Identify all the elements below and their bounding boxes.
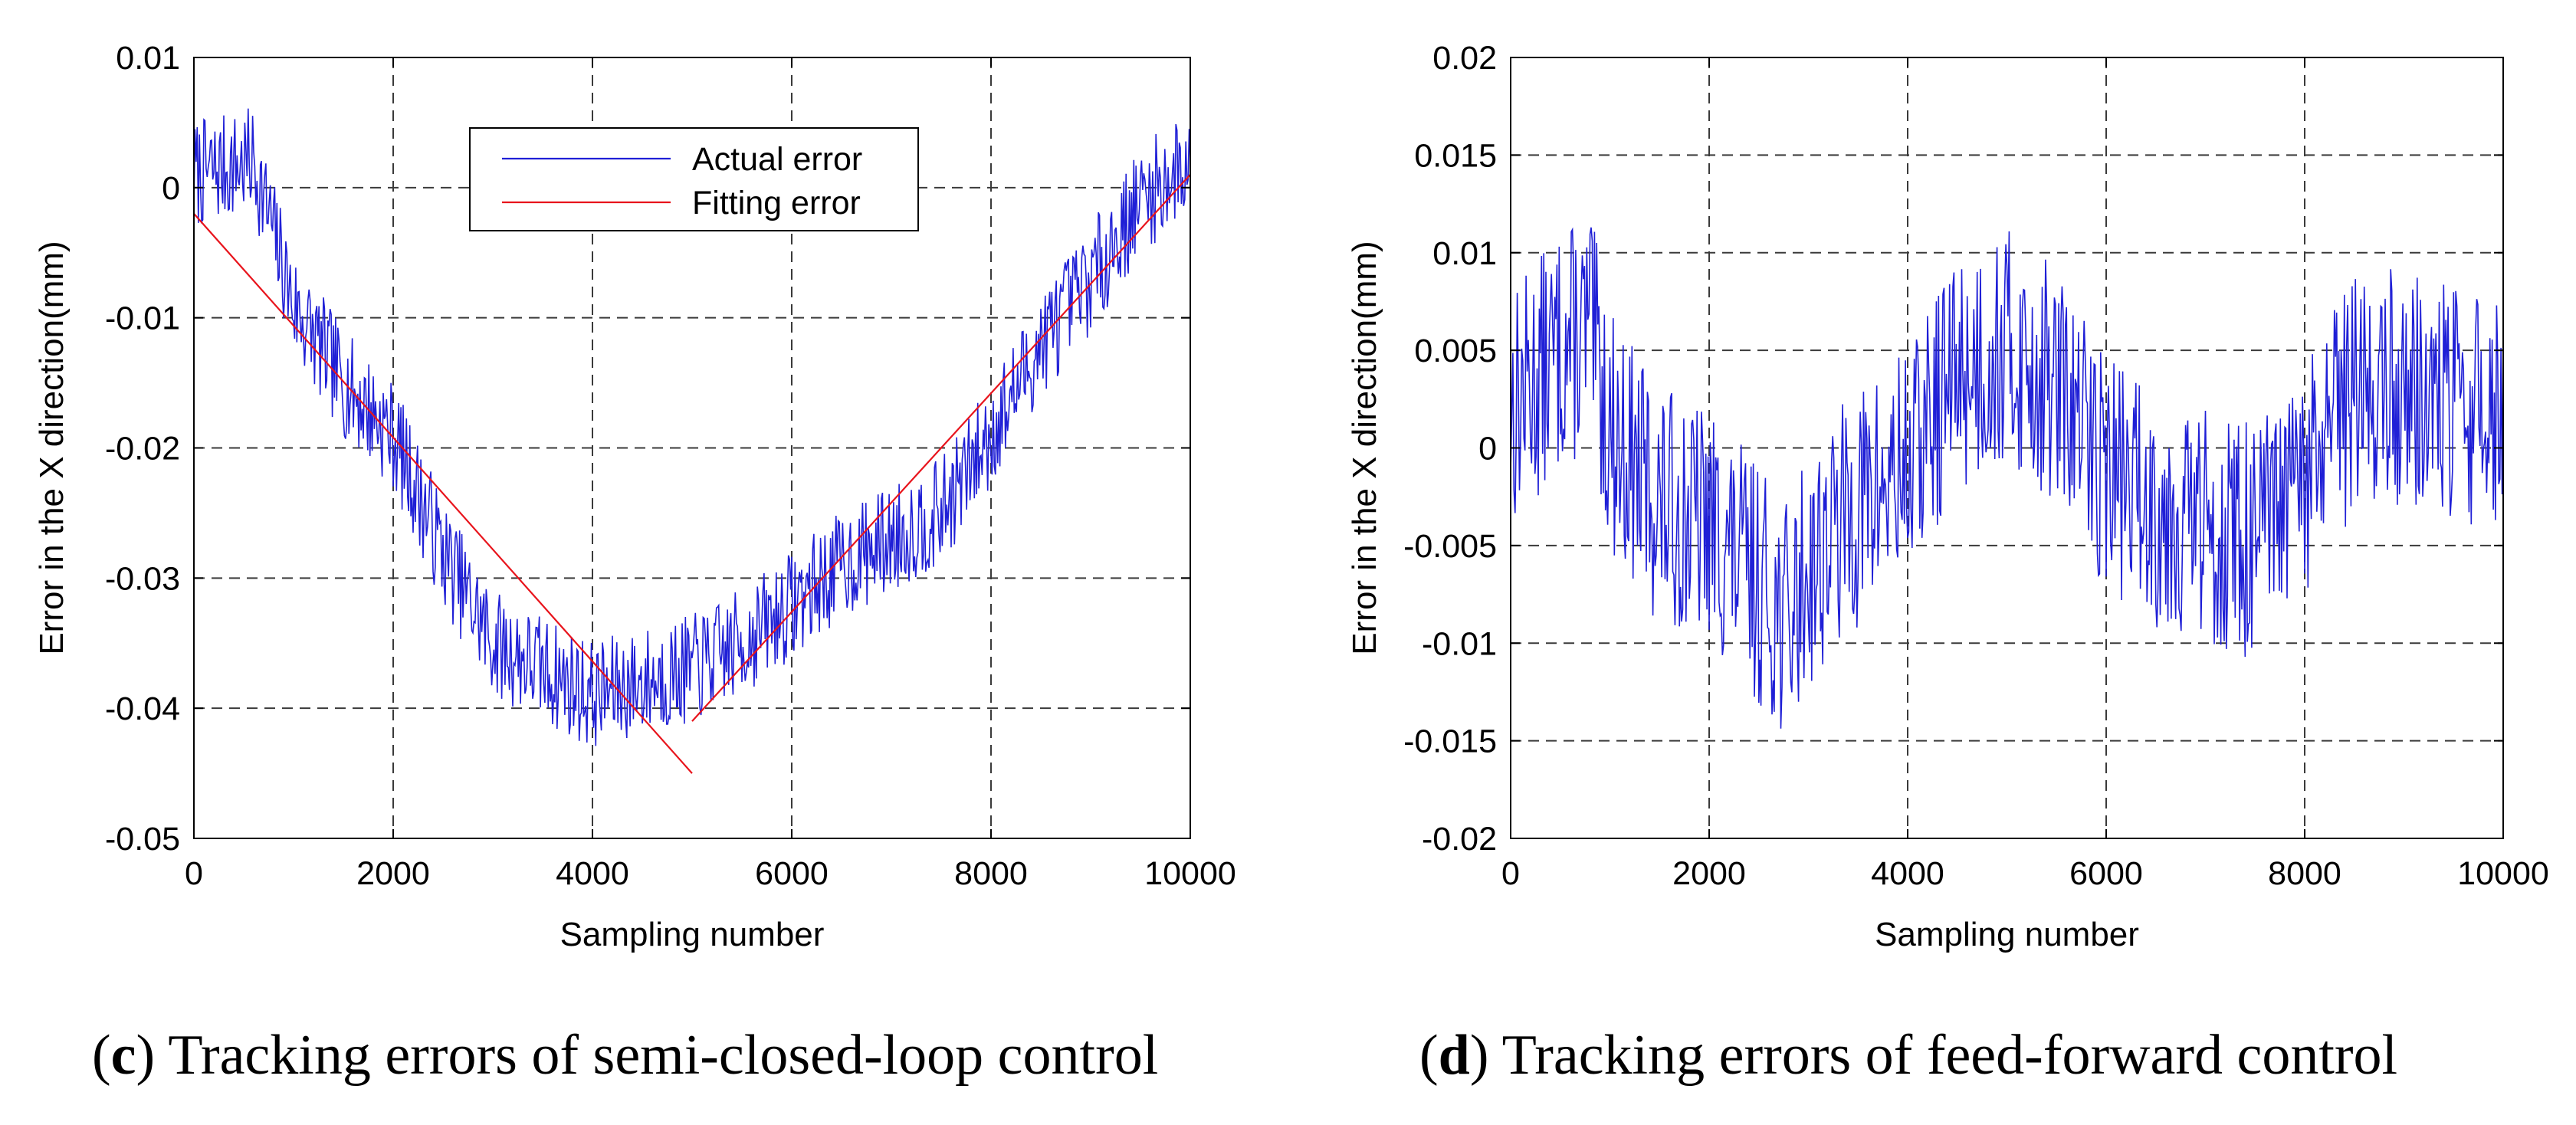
panel-d-ytick-label-2: 0.01: [1432, 235, 1497, 272]
panel-c-xtick-label-0: 0: [185, 855, 203, 892]
panel-c-xtick-label-2: 4000: [556, 855, 629, 892]
panel-d-xtick-label-1: 2000: [1672, 855, 1746, 892]
panel-d-ytick-label-5: -0.005: [1403, 528, 1497, 565]
panel-d-ytick-label-4: 0: [1478, 431, 1497, 467]
caption-d: (d) Tracking errors of feed-forward cont…: [1419, 1024, 2398, 1087]
caption-c-label: c: [110, 1024, 136, 1087]
panel-d-ytick-label-6: -0.01: [1422, 625, 1497, 662]
panel-c-xtick-label-5: 10000: [1144, 855, 1236, 892]
caption-d-label: d: [1438, 1024, 1470, 1087]
panel-c-ytick-label-3: -0.02: [105, 431, 180, 467]
panel-c-ytick-label-0: 0.01: [116, 40, 180, 77]
caption-d-text: ) Tracking errors of feed-forward contro…: [1469, 1024, 2398, 1087]
panel-c-y-axis-label: Error in the X direction(mm): [33, 241, 71, 654]
panel-d-xtick-label-2: 4000: [1871, 855, 1944, 892]
panel-d-ytick-label-1: 0.015: [1414, 137, 1497, 174]
caption-c-text: ) Tracking errors of semi-closed-loop co…: [136, 1024, 1159, 1087]
panel-c-legend-label-1: Fitting error: [692, 185, 861, 221]
panel-d-xtick-label-3: 6000: [2069, 855, 2143, 892]
panel-d-ytick-label-7: -0.015: [1403, 723, 1497, 760]
panel-c-series-fitting-error-segment-1: [691, 174, 1191, 722]
panel-d-series-actual-error: [1510, 227, 2504, 729]
panel-d-ytick-label-8: -0.02: [1422, 821, 1497, 858]
panel-c-series-fitting-error-segment-0: [193, 213, 693, 774]
panel-c-legend: Actual error Fitting error: [469, 127, 919, 231]
panel-c-xtick-label-3: 6000: [755, 855, 829, 892]
chart-panel-c: 0 2000 4000 6000 8000 10000 0.01 0 -0.01 -0.02 -0.…: [33, 40, 1236, 953]
caption-c: (c) Tracking errors of semi-closed-loop …: [92, 1024, 1159, 1087]
panel-d-y-axis-label: Error in the X direction(mm): [1346, 241, 1383, 654]
panel-c-legend-label-0: Actual error: [692, 141, 862, 178]
panel-c-ytick-label-6: -0.05: [105, 821, 180, 858]
panel-d-xtick-label-0: 0: [1501, 855, 1520, 892]
panel-c-xtick-label-1: 2000: [356, 855, 430, 892]
panel-c-x-axis-label: Sampling number: [560, 916, 825, 953]
panel-c-ytick-label-1: 0: [162, 170, 180, 207]
panel-d-ytick-label-0: 0.02: [1432, 40, 1497, 77]
panel-d-xtick-label-4: 8000: [2268, 855, 2341, 892]
panel-c-xtick-label-4: 8000: [954, 855, 1028, 892]
panel-d-x-axis-label: Sampling number: [1875, 916, 2139, 953]
panel-c-series-actual-error: [193, 108, 1191, 746]
panel-d-ytick-label-3: 0.005: [1414, 333, 1497, 369]
panel-c-ytick-label-2: -0.01: [105, 300, 180, 337]
chart-panel-d: 0 2000 4000 6000 8000 10000 0.02 0.015 0.01 0.005…: [1346, 40, 2549, 953]
panel-d-xtick-label-5: 10000: [2457, 855, 2549, 892]
panel-c-ytick-label-4: -0.03: [105, 560, 180, 597]
panel-c-ytick-label-5: -0.04: [105, 690, 180, 727]
panel-c-legend-box: [469, 127, 919, 231]
